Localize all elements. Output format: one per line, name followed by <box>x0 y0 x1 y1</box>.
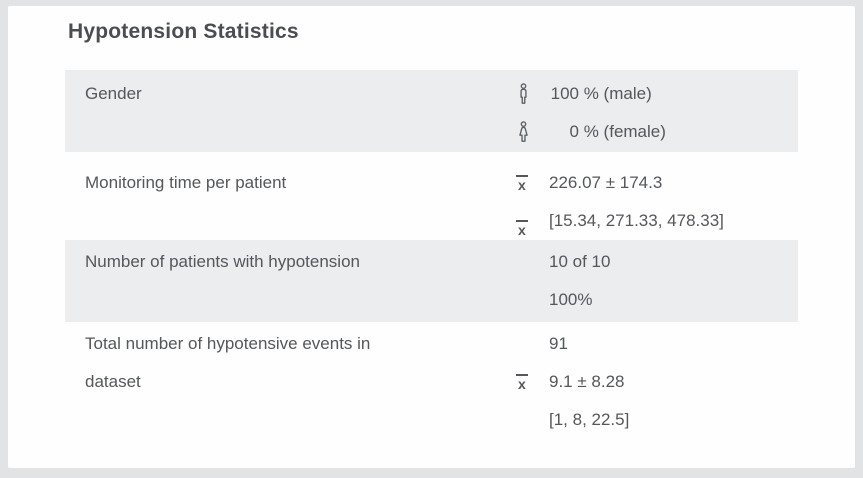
male-icon <box>520 82 527 104</box>
male-percentage-label: % (male) <box>579 84 652 103</box>
row-label: Number of patients with hypotension <box>85 252 360 271</box>
value-line-quartiles: x [15.34, 271.33, 478.33] <box>516 202 798 240</box>
row-label: Monitoring time per patient <box>85 173 287 192</box>
statistics-card: Hypotension Statistics Gender 100 % (mal… <box>8 6 855 468</box>
table-row-patients-with-hypotension: Number of patients with hypotension 10 o… <box>65 240 798 322</box>
page-title: Hypotension Statistics <box>68 20 299 43</box>
mean-icon: x <box>516 219 528 238</box>
patients-percentage-value: 100% <box>549 290 593 309</box>
row-label: Total number of hypotensive events in da… <box>65 325 516 442</box>
monitoring-quartiles-value: [15.34, 271.33, 478.33] <box>549 211 724 230</box>
statistics-table: Gender 100 % (male) <box>65 70 798 442</box>
value-line-female: 0 % (female) <box>516 113 798 151</box>
table-row-monitoring-time: Monitoring time per patient x 226.07 ± 1… <box>65 152 798 240</box>
table-row-total-hypotensive-events: Total number of hypotensive events in da… <box>65 322 798 442</box>
mean-icon: x <box>516 174 528 193</box>
mean-icon: x <box>516 373 528 392</box>
row-label-line1: Total number of hypotensive events in <box>85 334 371 353</box>
events-quartiles-value: [1, 8, 22.5] <box>549 410 630 429</box>
value-line-count: 10 of 10 <box>516 243 798 281</box>
value-line-mean-sd: x 226.07 ± 174.3 <box>516 164 798 202</box>
patients-count-value: 10 of 10 <box>549 252 611 271</box>
row-label: Gender <box>85 84 142 103</box>
value-line-mean-sd: x 9.1 ± 8.28 <box>516 363 798 401</box>
table-row-gender: Gender 100 % (male) <box>65 70 798 152</box>
row-label-line2: dataset <box>85 372 141 391</box>
monitoring-mean-sd-value: 226.07 ± 174.3 <box>549 173 663 192</box>
events-total-value: 91 <box>549 334 568 353</box>
value-line-male: 100 % (male) <box>516 75 798 113</box>
value-line-total: 91 <box>516 325 798 363</box>
female-icon <box>519 120 528 142</box>
female-percentage-value: 0 <box>569 122 579 141</box>
events-mean-sd-value: 9.1 ± 8.28 <box>549 372 625 391</box>
value-line-percentage: 100% <box>516 281 798 319</box>
female-percentage-label: % (female) <box>579 122 666 141</box>
value-line-quartiles: [1, 8, 22.5] <box>516 401 798 439</box>
male-percentage-value: 100 <box>550 84 579 103</box>
